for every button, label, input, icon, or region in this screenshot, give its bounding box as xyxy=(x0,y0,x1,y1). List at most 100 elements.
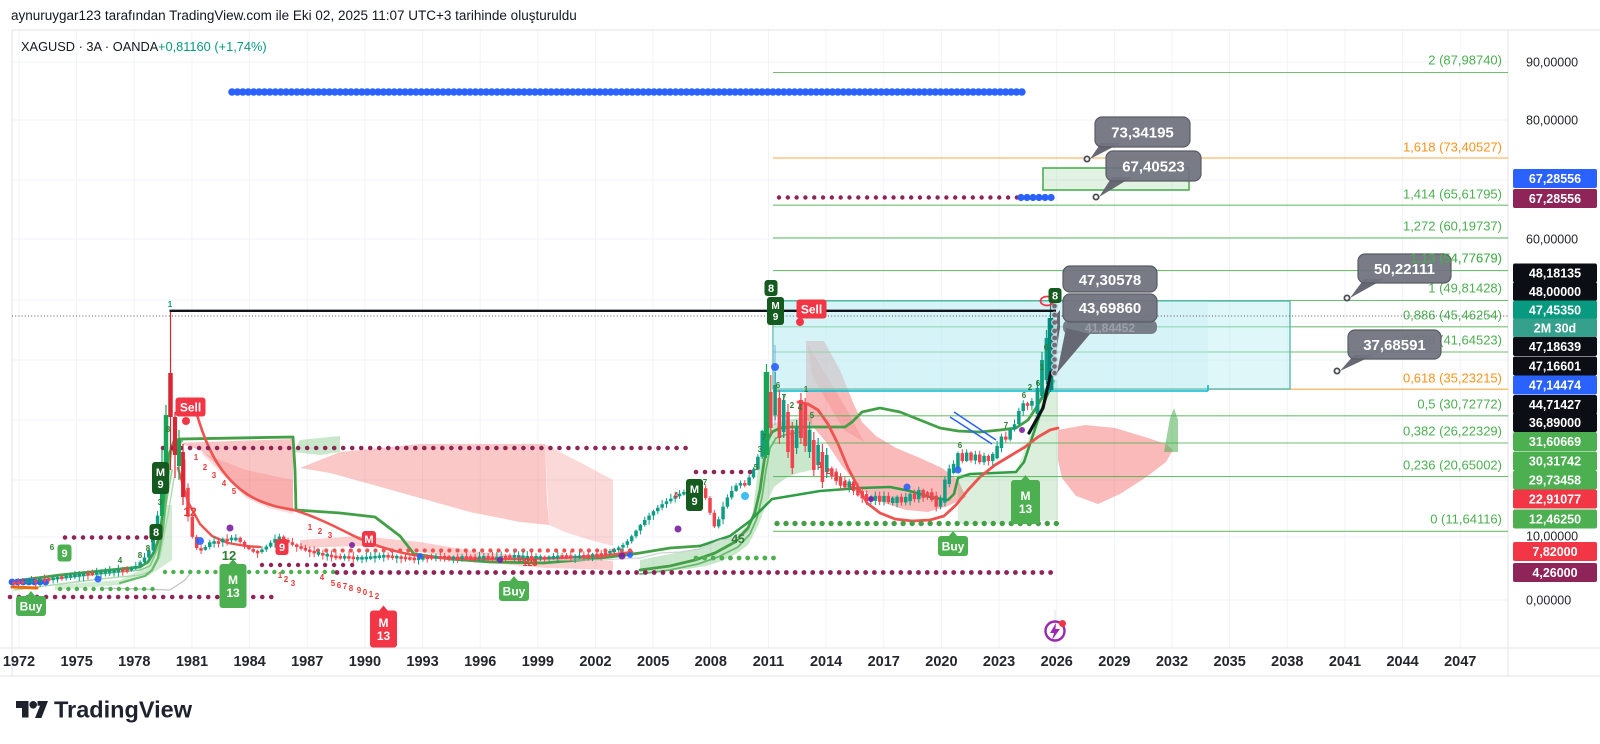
svg-text:9: 9 xyxy=(691,496,697,508)
svg-text:30,31742: 30,31742 xyxy=(1529,455,1581,469)
svg-text:4: 4 xyxy=(320,573,325,582)
svg-text:1: 1 xyxy=(278,571,283,580)
svg-text:0,00000: 0,00000 xyxy=(1526,594,1571,608)
svg-text:2026: 2026 xyxy=(1041,654,1073,670)
svg-text:M: M xyxy=(771,301,779,312)
svg-text:Sell: Sell xyxy=(180,400,201,414)
svg-text:1: 1 xyxy=(369,590,374,599)
svg-text:Buy: Buy xyxy=(503,584,526,598)
svg-text:0,5 (30,72772): 0,5 (30,72772) xyxy=(1417,397,1502,412)
svg-text:6: 6 xyxy=(776,381,781,390)
svg-text:2023: 2023 xyxy=(983,654,1015,670)
svg-text:48,00000: 48,00000 xyxy=(1529,285,1581,299)
svg-text:47,14474: 47,14474 xyxy=(1529,379,1581,393)
svg-text:1999: 1999 xyxy=(522,654,554,670)
svg-text:9: 9 xyxy=(157,479,163,491)
svg-text:5: 5 xyxy=(810,411,815,420)
svg-text:2002: 2002 xyxy=(579,654,611,670)
svg-text:2011: 2011 xyxy=(753,654,784,670)
svg-text:8: 8 xyxy=(153,527,159,539)
svg-text:1993: 1993 xyxy=(406,654,438,670)
svg-text:9: 9 xyxy=(357,586,362,595)
svg-text:80,00000: 80,00000 xyxy=(1526,114,1578,128)
svg-text:8: 8 xyxy=(138,551,143,560)
svg-text:1978: 1978 xyxy=(118,654,150,670)
svg-text:1: 1 xyxy=(518,555,523,564)
svg-text:2M 30d: 2M 30d xyxy=(1534,322,1576,336)
svg-text:2014: 2014 xyxy=(810,654,842,670)
svg-text:4: 4 xyxy=(222,479,227,488)
svg-text:37,68591: 37,68591 xyxy=(1363,337,1426,354)
svg-text:0,618 (35,23215): 0,618 (35,23215) xyxy=(1403,371,1502,386)
svg-text:8: 8 xyxy=(768,283,774,295)
svg-text:2041: 2041 xyxy=(1329,654,1361,670)
svg-text:XAGUSD · 3A · OANDA: XAGUSD · 3A · OANDA xyxy=(21,39,159,54)
svg-text:+0,81160 (+1,74%): +0,81160 (+1,74%) xyxy=(158,39,267,54)
svg-text:4: 4 xyxy=(118,556,123,565)
svg-text:0,382 (26,22329): 0,382 (26,22329) xyxy=(1403,424,1502,439)
svg-text:2: 2 xyxy=(284,575,289,584)
svg-text:2032: 2032 xyxy=(1156,654,1188,670)
svg-text:aynuruygar123 tarafından Tradi: aynuruygar123 tarafından TradingView.com… xyxy=(11,8,577,23)
svg-text:Buy: Buy xyxy=(20,599,43,613)
svg-text:67,28556: 67,28556 xyxy=(1529,192,1581,206)
svg-text:43,69860: 43,69860 xyxy=(1079,300,1142,317)
svg-text:22,91077: 22,91077 xyxy=(1529,493,1581,507)
svg-text:9: 9 xyxy=(773,312,779,323)
svg-text:12,46250: 12,46250 xyxy=(1529,513,1581,527)
svg-text:8: 8 xyxy=(349,584,354,593)
svg-text:2044: 2044 xyxy=(1386,654,1418,670)
svg-text:1,272 (60,19737): 1,272 (60,19737) xyxy=(1403,219,1502,234)
svg-text:1990: 1990 xyxy=(349,654,381,670)
svg-text:M: M xyxy=(1021,489,1031,503)
svg-text:3: 3 xyxy=(834,473,839,482)
svg-text:8: 8 xyxy=(166,425,171,434)
svg-text:8: 8 xyxy=(146,544,151,553)
svg-text:2038: 2038 xyxy=(1271,654,1303,670)
svg-text:47,45350: 47,45350 xyxy=(1529,304,1581,318)
svg-text:1987: 1987 xyxy=(291,654,323,670)
svg-text:4: 4 xyxy=(843,479,848,488)
svg-text:13: 13 xyxy=(226,586,240,600)
svg-text:9: 9 xyxy=(279,542,285,554)
svg-text:1: 1 xyxy=(1040,363,1045,372)
svg-text:4: 4 xyxy=(798,403,803,412)
svg-text:2: 2 xyxy=(790,401,795,410)
svg-text:50,22111: 50,22111 xyxy=(1374,261,1435,278)
svg-text:29,73458: 29,73458 xyxy=(1529,474,1581,488)
svg-text:6: 6 xyxy=(1044,343,1049,352)
svg-text:2: 2 xyxy=(318,527,323,536)
svg-text:0,886 (45,46254): 0,886 (45,46254) xyxy=(1403,308,1502,323)
svg-text:6: 6 xyxy=(1036,379,1041,388)
svg-text:8: 8 xyxy=(1052,290,1058,302)
svg-text:1984: 1984 xyxy=(233,654,265,670)
svg-text:73,34195: 73,34195 xyxy=(1111,124,1174,141)
svg-text:7,82000: 7,82000 xyxy=(1532,545,1577,559)
svg-text:2020: 2020 xyxy=(925,654,957,670)
svg-text:1: 1 xyxy=(818,461,823,470)
svg-text:1,414 (65,61795): 1,414 (65,61795) xyxy=(1403,187,1502,202)
svg-text:60,00000: 60,00000 xyxy=(1526,233,1578,247)
svg-text:M: M xyxy=(690,484,699,496)
svg-text:1972: 1972 xyxy=(3,654,35,670)
svg-text:44,71427: 44,71427 xyxy=(1529,398,1581,412)
svg-text:67,40523: 67,40523 xyxy=(1122,158,1185,175)
svg-text:4,26000: 4,26000 xyxy=(1532,566,1577,580)
svg-text:M: M xyxy=(379,616,389,630)
svg-text:TradingView: TradingView xyxy=(54,697,193,723)
svg-text:48,18135: 48,18135 xyxy=(1529,267,1581,281)
svg-text:0 (11,64116): 0 (11,64116) xyxy=(1430,512,1502,527)
svg-text:6: 6 xyxy=(337,581,342,590)
svg-text:13: 13 xyxy=(1019,502,1033,516)
svg-text:67,28556: 67,28556 xyxy=(1529,172,1581,186)
svg-text:1: 1 xyxy=(308,523,313,532)
svg-text:2: 2 xyxy=(203,463,208,472)
svg-text:2047: 2047 xyxy=(1444,654,1476,670)
svg-text:7: 7 xyxy=(703,478,708,487)
svg-text:2035: 2035 xyxy=(1214,654,1246,670)
svg-text:Buy: Buy xyxy=(942,539,965,553)
svg-text:2: 2 xyxy=(1028,383,1033,392)
svg-text:1,13 (54,77679): 1,13 (54,77679) xyxy=(1410,251,1502,266)
svg-text:47,18639: 47,18639 xyxy=(1529,340,1581,354)
svg-text:0,236 (20,65002): 0,236 (20,65002) xyxy=(1403,458,1502,473)
